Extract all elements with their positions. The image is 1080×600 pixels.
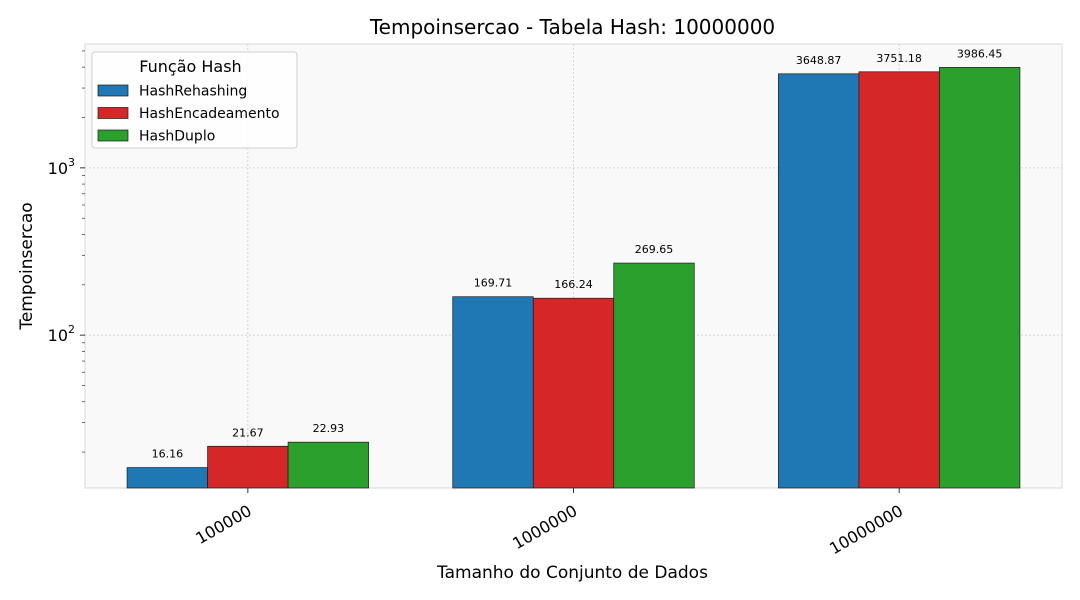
x-axis-label: Tamanho do Conjunto de Dados bbox=[436, 563, 708, 583]
bar-value-labels: 16.16 169.71 3648.87 21.67 166.24 3751.18 22.9… bbox=[152, 47, 1003, 460]
y-tick-base: 10 bbox=[48, 159, 68, 178]
x-tick-label: 10000000 bbox=[826, 501, 906, 558]
legend: Função Hash HashRehashing HashEncadeamento… bbox=[91, 51, 298, 149]
bar-hashduplo-1000000 bbox=[613, 262, 695, 489]
legend-label-hashrehashing: HashRehashing bbox=[139, 84, 247, 100]
legend-swatch-hashduplo bbox=[97, 129, 129, 142]
bar-hashduplo-100000 bbox=[287, 441, 369, 489]
bar-hashencadeamento-1000000 bbox=[532, 297, 615, 489]
bar-hashrehashing-100000 bbox=[126, 467, 208, 489]
y-tick-exponent: 2 bbox=[68, 323, 75, 336]
bar-hashencadeamento-10000000 bbox=[858, 71, 940, 489]
bar-value-label: 166.24 bbox=[554, 278, 593, 291]
y-axis-label: Tempoinsercao bbox=[17, 202, 37, 330]
bar-value-label: 16.16 bbox=[152, 448, 184, 461]
x-tick-label: 100000 bbox=[192, 501, 254, 548]
legend-title: Função Hash bbox=[139, 57, 241, 76]
bar-value-label: 22.93 bbox=[313, 422, 345, 435]
bar-value-label: 169.71 bbox=[474, 277, 513, 290]
bar-hashrehashing-10000000 bbox=[778, 73, 860, 489]
bar-hashduplo-10000000 bbox=[939, 67, 1021, 489]
bar-hashrehashing-1000000 bbox=[452, 296, 534, 489]
y-tick-exponent: 3 bbox=[68, 156, 75, 169]
bar-value-label: 21.67 bbox=[232, 426, 264, 439]
x-tick-label: 1000000 bbox=[509, 501, 580, 553]
bar-value-label: 3751.18 bbox=[876, 52, 922, 65]
bar-value-label: 3986.45 bbox=[957, 47, 1003, 60]
legend-box bbox=[91, 51, 298, 149]
y-tick-label: 102 bbox=[48, 323, 75, 345]
legend-swatch-hashencadeamento bbox=[97, 107, 129, 119]
y-tick-base: 10 bbox=[48, 326, 68, 345]
legend-swatch-hashrehashing bbox=[97, 84, 129, 97]
y-tick-label: 103 bbox=[48, 156, 75, 178]
chart-title: Tempoinsercao - Tabela Hash: 10000000 bbox=[369, 15, 775, 39]
bar-hashencadeamento-100000 bbox=[207, 445, 289, 489]
legend-label-hashduplo: HashDuplo bbox=[139, 129, 215, 145]
bars bbox=[126, 67, 1021, 489]
bar-value-label: 3648.87 bbox=[796, 54, 842, 67]
legend-label-hashencadeamento: HashEncadeamento bbox=[139, 106, 280, 122]
bar-value-label: 269.65 bbox=[635, 243, 674, 256]
